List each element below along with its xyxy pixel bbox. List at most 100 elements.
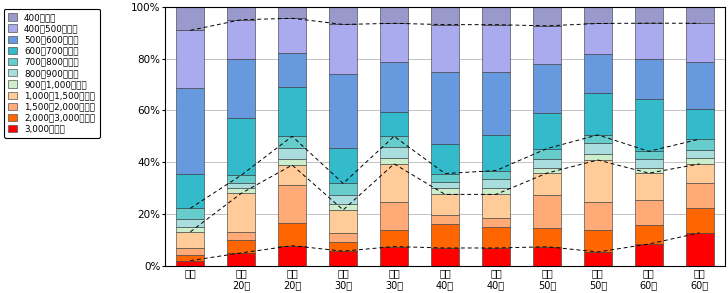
- Bar: [176, 219, 205, 226]
- Bar: [176, 7, 205, 30]
- Bar: [482, 72, 510, 135]
- Bar: [431, 188, 459, 194]
- Bar: [584, 93, 612, 135]
- Bar: [431, 215, 459, 224]
- Bar: [227, 253, 256, 266]
- Bar: [635, 168, 662, 173]
- Bar: [227, 183, 256, 188]
- Bar: [176, 248, 205, 255]
- Bar: [584, 23, 612, 54]
- Bar: [584, 160, 612, 202]
- Bar: [686, 183, 713, 208]
- Bar: [176, 260, 205, 266]
- Bar: [686, 7, 713, 23]
- Bar: [482, 188, 510, 194]
- Bar: [686, 109, 713, 139]
- Bar: [533, 7, 561, 26]
- Bar: [176, 232, 205, 248]
- Bar: [431, 25, 459, 72]
- Bar: [482, 135, 510, 171]
- Bar: [584, 135, 612, 143]
- Bar: [686, 208, 713, 233]
- Bar: [686, 150, 713, 158]
- Bar: [227, 175, 256, 183]
- Bar: [635, 151, 662, 159]
- Bar: [584, 252, 612, 266]
- Bar: [431, 72, 459, 144]
- Bar: [635, 225, 662, 244]
- Bar: [380, 164, 408, 202]
- Bar: [635, 100, 662, 151]
- Bar: [176, 255, 205, 260]
- Bar: [227, 193, 256, 232]
- Bar: [278, 185, 306, 223]
- Bar: [227, 7, 256, 20]
- Bar: [176, 226, 205, 232]
- Bar: [176, 88, 205, 174]
- Bar: [635, 159, 662, 168]
- Bar: [635, 59, 662, 100]
- Bar: [278, 53, 306, 87]
- Bar: [227, 20, 256, 59]
- Bar: [482, 171, 510, 180]
- Bar: [278, 148, 306, 159]
- Bar: [380, 7, 408, 23]
- Bar: [686, 62, 713, 109]
- Bar: [278, 159, 306, 165]
- Bar: [380, 136, 408, 147]
- Bar: [380, 147, 408, 158]
- Bar: [482, 227, 510, 248]
- Bar: [329, 204, 357, 210]
- Bar: [380, 112, 408, 136]
- Bar: [482, 218, 510, 227]
- Bar: [278, 223, 306, 246]
- Bar: [329, 74, 357, 148]
- Bar: [278, 246, 306, 266]
- Bar: [533, 64, 561, 113]
- Bar: [584, 7, 612, 23]
- Bar: [278, 18, 306, 53]
- Bar: [329, 234, 357, 242]
- Bar: [227, 240, 256, 253]
- Bar: [635, 7, 662, 23]
- Bar: [431, 183, 459, 188]
- Bar: [176, 208, 205, 219]
- Bar: [176, 30, 205, 88]
- Bar: [431, 173, 459, 183]
- Bar: [380, 202, 408, 230]
- Bar: [533, 228, 561, 247]
- Bar: [431, 7, 459, 25]
- Bar: [482, 7, 510, 25]
- Bar: [278, 165, 306, 185]
- Bar: [533, 159, 561, 168]
- Bar: [635, 173, 662, 200]
- Bar: [431, 248, 459, 266]
- Bar: [686, 158, 713, 164]
- Bar: [329, 242, 357, 251]
- Bar: [584, 154, 612, 160]
- Bar: [278, 7, 306, 18]
- Bar: [584, 143, 612, 154]
- Bar: [329, 7, 357, 24]
- Bar: [329, 24, 357, 74]
- Bar: [482, 194, 510, 218]
- Bar: [278, 87, 306, 136]
- Bar: [584, 202, 612, 230]
- Bar: [533, 113, 561, 149]
- Bar: [533, 195, 561, 228]
- Bar: [635, 23, 662, 59]
- Bar: [431, 194, 459, 215]
- Bar: [482, 248, 510, 266]
- Bar: [635, 200, 662, 225]
- Bar: [533, 26, 561, 64]
- Bar: [227, 59, 256, 118]
- Bar: [482, 180, 510, 188]
- Bar: [533, 149, 561, 159]
- Bar: [329, 251, 357, 266]
- Bar: [176, 174, 205, 208]
- Bar: [329, 183, 357, 195]
- Bar: [584, 230, 612, 252]
- Bar: [635, 244, 662, 266]
- Bar: [380, 246, 408, 266]
- Bar: [380, 158, 408, 164]
